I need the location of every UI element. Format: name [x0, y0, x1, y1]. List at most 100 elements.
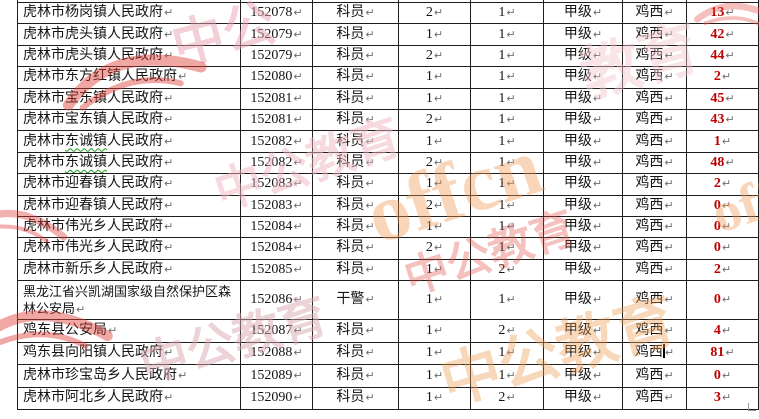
position-cell[interactable]: 科员↵ — [312, 151, 399, 175]
count-cell[interactable]: 45↵ — [686, 87, 759, 110]
city-cell[interactable]: 鸡西↵ — [622, 364, 687, 388]
org-cell[interactable]: 虎林市虎头镇人民政府↵ — [17, 23, 241, 46]
code-cell[interactable]: 152084↵ — [240, 237, 313, 260]
num2-cell[interactable]: 1↵ — [470, 44, 544, 68]
count-cell[interactable]: 43↵ — [686, 108, 759, 132]
city-cell[interactable]: 鸡西↵ — [622, 258, 687, 282]
position-cell[interactable]: 科员↵ — [312, 66, 399, 89]
position-cell[interactable]: 科员↵ — [312, 87, 399, 110]
city-cell[interactable]: 鸡西↵ — [622, 130, 687, 153]
level-cell[interactable]: 甲级↵ — [543, 23, 623, 46]
code-cell[interactable]: 152082↵ — [240, 151, 313, 175]
level-cell[interactable]: 甲级↵ — [543, 151, 623, 175]
level-cell[interactable]: 甲级↵ — [543, 319, 623, 343]
num1-cell[interactable]: 2↵ — [398, 194, 471, 217]
num1-cell[interactable]: 1↵ — [398, 341, 471, 366]
code-cell[interactable]: 152088↵ — [240, 341, 313, 366]
num2-cell[interactable]: 2↵ — [470, 258, 544, 282]
level-cell[interactable]: 甲级↵ — [543, 341, 623, 366]
count-cell[interactable]: 0↵ — [686, 364, 759, 388]
position-cell[interactable]: 科员↵ — [312, 341, 399, 366]
level-cell[interactable]: 甲级↵ — [543, 130, 623, 153]
code-cell[interactable]: 152079↵ — [240, 44, 313, 68]
count-cell[interactable]: 0↵ — [686, 237, 759, 260]
num1-cell[interactable]: 1↵ — [398, 23, 471, 46]
org-cell[interactable]: 虎林市东方红镇人民政府↵ — [17, 66, 241, 89]
num2-cell[interactable]: 2↵ — [470, 386, 544, 411]
num1-cell[interactable]: 2↵ — [398, 1, 471, 25]
city-cell[interactable]: 鸡西↵ — [622, 280, 687, 321]
org-cell[interactable]: 虎林市东诚镇人民政府↵ — [17, 151, 241, 175]
num1-cell[interactable]: 2↵ — [398, 108, 471, 132]
num2-cell[interactable]: 1↵ — [470, 151, 544, 175]
num2-cell[interactable]: 1↵ — [470, 1, 544, 25]
city-cell[interactable]: 鸡西↵ — [622, 23, 687, 46]
count-cell[interactable]: 48↵ — [686, 151, 759, 175]
org-cell[interactable]: 虎林市阿北乡人民政府↵ — [17, 386, 241, 411]
org-cell[interactable]: 虎林市迎春镇人民政府↵ — [17, 173, 241, 196]
num1-cell[interactable]: 1↵ — [398, 66, 471, 89]
count-cell[interactable]: 0↵ — [686, 215, 759, 239]
num2-cell[interactable]: 1↵ — [470, 341, 544, 366]
position-cell[interactable]: 科员↵ — [312, 215, 399, 239]
code-cell[interactable]: 152086↵ — [240, 280, 313, 321]
num1-cell[interactable]: 2↵ — [398, 151, 471, 175]
city-cell[interactable]: 鸡西↵ — [622, 173, 687, 196]
count-cell[interactable]: 4↵ — [686, 319, 759, 343]
org-cell[interactable]: 黑龙江省兴凯湖国家级自然保护区森 林公安局↵ — [17, 280, 241, 321]
city-cell[interactable]: 鸡西↵ — [622, 237, 687, 260]
code-cell[interactable]: 152079↵ — [240, 23, 313, 46]
level-cell[interactable]: 甲级↵ — [543, 258, 623, 282]
position-cell[interactable]: 科员↵ — [312, 173, 399, 196]
city-cell[interactable]: 鸡西↵ — [622, 194, 687, 217]
num1-cell[interactable]: 1↵ — [398, 173, 471, 196]
code-cell[interactable]: 152081↵ — [240, 87, 313, 110]
org-cell[interactable]: 虎林市新乐乡人民政府↵ — [17, 258, 241, 282]
city-cell[interactable]: 鸡西↵ — [622, 341, 687, 366]
count-cell[interactable]: 44↵ — [686, 44, 759, 68]
city-cell[interactable]: 鸡西↵ — [622, 87, 687, 110]
city-cell[interactable]: 鸡西↵ — [622, 215, 687, 239]
num1-cell[interactable]: 2↵ — [398, 237, 471, 260]
num2-cell[interactable]: 1↵ — [470, 130, 544, 153]
org-cell[interactable]: 鸡东县公安局↵ — [17, 319, 241, 343]
count-cell[interactable]: 3↵ — [686, 386, 759, 411]
code-cell[interactable]: 152078↵ — [240, 1, 313, 25]
count-cell[interactable]: 2↵ — [686, 258, 759, 282]
level-cell[interactable]: 甲级↵ — [543, 87, 623, 110]
position-cell[interactable]: 科员↵ — [312, 386, 399, 411]
org-cell[interactable]: 虎林市宝东镇人民政府↵ — [17, 87, 241, 110]
level-cell[interactable]: 甲级↵ — [543, 66, 623, 89]
position-cell[interactable]: 干警↵ — [312, 280, 399, 321]
position-cell[interactable]: 科员↵ — [312, 130, 399, 153]
num1-cell[interactable]: 1↵ — [398, 386, 471, 411]
num2-cell[interactable]: 1↵ — [470, 194, 544, 217]
position-cell[interactable]: 科员↵ — [312, 194, 399, 217]
count-cell[interactable]: 2↵ — [686, 173, 759, 196]
code-cell[interactable]: 152083↵ — [240, 194, 313, 217]
position-cell[interactable]: 科员↵ — [312, 108, 399, 132]
city-cell[interactable]: 鸡西↵ — [622, 319, 687, 343]
num2-cell[interactable]: 1↵ — [470, 108, 544, 132]
org-cell[interactable]: 虎林市伟光乡人民政府↵ — [17, 215, 241, 239]
position-cell[interactable]: 科员↵ — [312, 319, 399, 343]
org-cell[interactable]: 鸡东县向阳镇人民政府↵ — [17, 341, 241, 366]
num2-cell[interactable]: 1↵ — [470, 23, 544, 46]
org-cell[interactable]: 虎林市宝东镇人民政府↵ — [17, 108, 241, 132]
city-cell[interactable]: 鸡西↵ — [622, 151, 687, 175]
level-cell[interactable]: 甲级↵ — [543, 237, 623, 260]
num2-cell[interactable]: 1↵ — [470, 87, 544, 110]
num1-cell[interactable]: 1↵ — [398, 215, 471, 239]
num1-cell[interactable]: 1↵ — [398, 280, 471, 321]
level-cell[interactable]: 甲级↵ — [543, 108, 623, 132]
org-cell[interactable]: 虎林市伟光乡人民政府↵ — [17, 237, 241, 260]
org-cell[interactable]: 虎林市杨岗镇人民政府↵ — [17, 1, 241, 25]
num2-cell[interactable]: 1↵ — [470, 173, 544, 196]
code-cell[interactable]: 152087↵ — [240, 319, 313, 343]
level-cell[interactable]: 甲级↵ — [543, 280, 623, 321]
num1-cell[interactable]: 2↵ — [398, 44, 471, 68]
code-cell[interactable]: 152085↵ — [240, 258, 313, 282]
position-cell[interactable]: 科员↵ — [312, 237, 399, 260]
position-cell[interactable]: 科员↵ — [312, 1, 399, 25]
city-cell[interactable]: 鸡西↵ — [622, 386, 687, 411]
